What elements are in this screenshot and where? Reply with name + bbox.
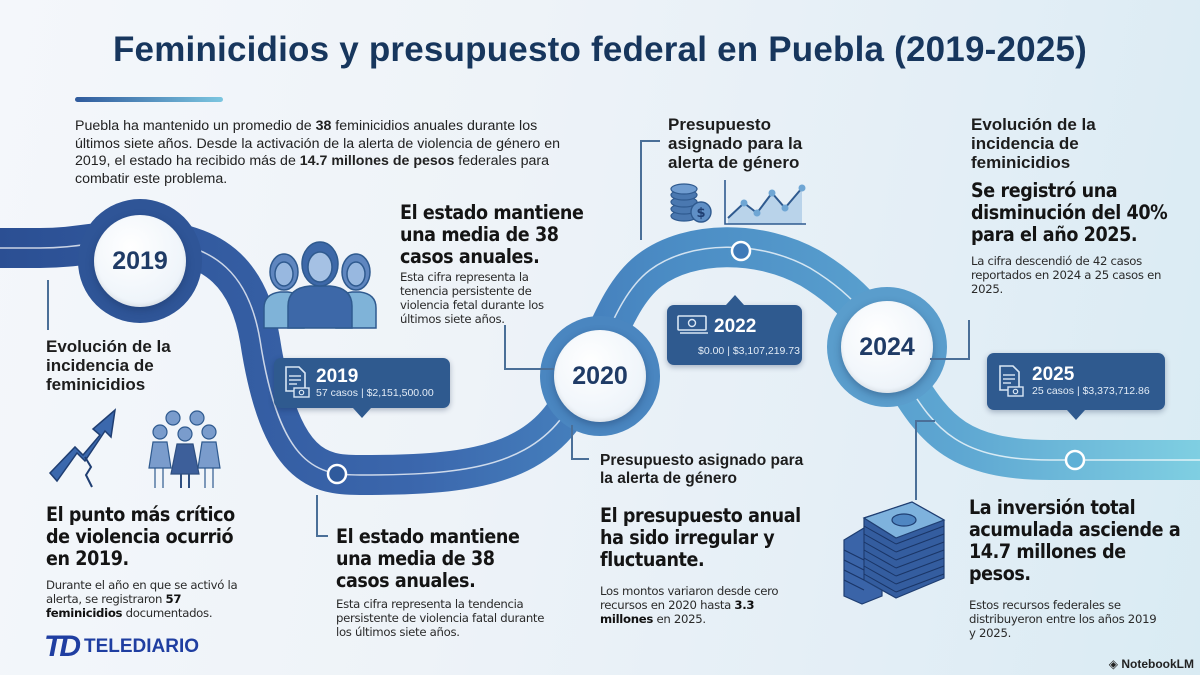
body-average-top: Esta cifra representa la tenencia persis… <box>400 270 544 326</box>
callout-2025[interactable]: 2025 25 casos | $3,373,712.86 <box>987 353 1165 420</box>
milestone-2024[interactable]: 2024 <box>841 301 933 393</box>
document-money-icon <box>285 366 310 398</box>
women-group-icon <box>148 410 221 488</box>
callout-value: 25 casos | $3,373,712.86 <box>1032 385 1150 397</box>
section-label-incidence-right: Evolución de la incidencia de feminicidi… <box>971 115 1096 172</box>
body-bold-amount: 3.3 millones <box>600 598 755 626</box>
body-text-2: documentados. <box>122 606 213 620</box>
notebooklm-icon: ◈ <box>1108 657 1122 671</box>
section-label-budget-bottom: Presupuesto asignado para la alerta de g… <box>600 452 804 487</box>
headline-average-top: El estado mantiene una media de 38 casos… <box>400 201 584 268</box>
headline-decrease: Se registró una disminución del 40% para… <box>971 179 1168 246</box>
coins-icon: $ <box>670 183 712 223</box>
intro-text-2: feminicidios anuales durante los últimos… <box>75 118 561 169</box>
banknote-icon <box>677 315 708 334</box>
section-label-budget-top: Presupuesto asignado para la alerta de g… <box>668 115 803 172</box>
callout-year: 2019 <box>316 366 359 387</box>
body-total-investment: Estos recursos federales se distribuyero… <box>969 598 1157 640</box>
section-label-incidence-left: Evolución de la incidencia de feminicidi… <box>46 337 171 394</box>
connector-line <box>640 140 660 240</box>
body-average-bottom: Esta cifra representa la tendencia persi… <box>336 597 545 639</box>
intro-bold-amount: 14.7 millones de pesos <box>299 153 455 169</box>
body-bold-57: 57 feminicidios <box>46 592 182 620</box>
svg-text:$: $ <box>696 206 705 221</box>
milestone-2019[interactable]: 2019 <box>94 215 186 307</box>
connector-line <box>47 280 49 330</box>
body-text-2: en 2025. <box>653 612 706 626</box>
callout-value: 57 casos | $2,151,500.00 <box>316 387 434 399</box>
logo-mark: TD <box>44 630 81 663</box>
callout-2019[interactable]: 2019 57 casos | $2,151,500.00 <box>274 358 450 418</box>
body-decrease: La cifra descendió de 42 casos reportado… <box>971 254 1162 296</box>
callout-year: 2022 <box>714 316 757 337</box>
body-critical-point: Durante el año en que se activó la alert… <box>46 578 246 620</box>
telediario-logo[interactable]: TD TELEDIARIO <box>44 630 199 664</box>
headline-budget-irregular: El presupuesto anual ha sido irregular y… <box>600 504 801 571</box>
line-chart-icon <box>724 180 806 225</box>
headline-total-investment: La inversión total acumulada asciende a … <box>969 496 1181 585</box>
connector-line <box>571 425 589 460</box>
callout-value: $0.00 | $3,107,219.73 <box>698 345 800 357</box>
body-budget-irregular: Los montos variaron desde cero recursos … <box>600 584 800 626</box>
document-money-icon <box>999 365 1024 397</box>
connector-line <box>915 420 935 500</box>
headline-average-bottom: El estado mantiene una media de 38 casos… <box>336 525 520 592</box>
women-portrait-icon <box>263 241 377 329</box>
headline-critical-point: El punto más crítico de violencia ocurri… <box>46 503 235 570</box>
notebooklm-watermark: ◈ NotebookLM <box>1109 657 1194 671</box>
logo-name: TELEDIARIO <box>84 636 200 657</box>
body-text-1: Los montos variaron desde cero recursos … <box>600 584 779 612</box>
broken-arrow-icon <box>48 408 117 488</box>
intro-text-3: federales para combatir este problema. <box>75 153 550 187</box>
callout-2022[interactable]: 2022 $0.00 | $3,107,219.73 <box>667 295 802 365</box>
intro-bold-average: 38 <box>315 118 332 134</box>
callout-year: 2025 <box>1032 364 1075 385</box>
intro-text-1: Puebla ha mantenido un promedio de <box>75 118 316 134</box>
page-title: Feminicidios y presupuesto federal en Pu… <box>112 30 1088 69</box>
watermark-text: NotebookLM <box>1121 657 1194 671</box>
title-divider <box>75 97 223 102</box>
connector-line <box>316 495 328 537</box>
connector-line <box>930 320 970 360</box>
money-stack-icon <box>843 501 946 605</box>
milestone-2020[interactable]: 2020 <box>554 330 646 422</box>
body-text-1: Durante el año en que se activó la alert… <box>46 578 238 606</box>
connector-line <box>504 325 554 370</box>
intro-paragraph: Puebla ha mantenido un promedio de 38 fe… <box>75 118 585 188</box>
